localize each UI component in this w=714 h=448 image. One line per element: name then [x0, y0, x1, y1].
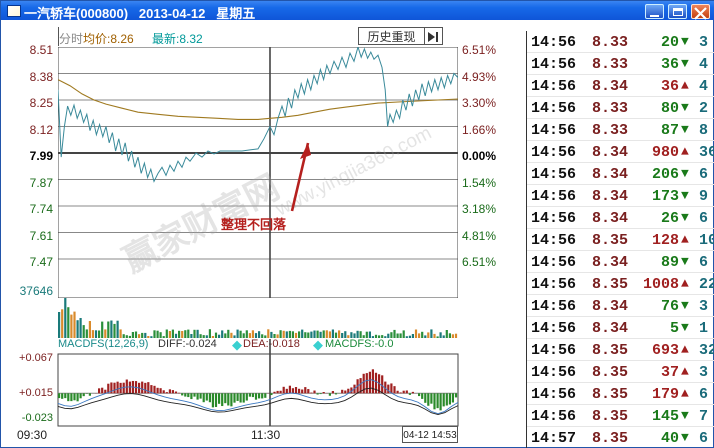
svg-text:整理不回落: 整理不回落	[220, 217, 287, 232]
